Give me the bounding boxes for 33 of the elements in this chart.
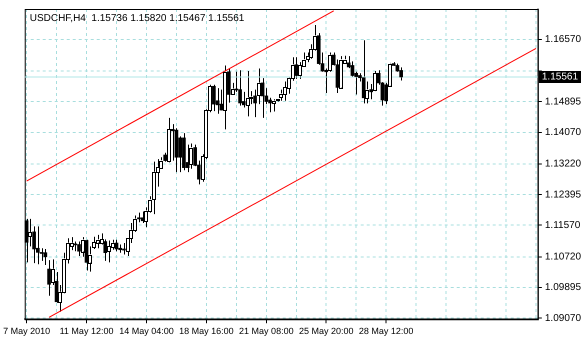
x-tick-label: 28 May 12:00: [358, 326, 414, 336]
y-tick-label: 1.10720: [544, 252, 582, 263]
candlestick: [107, 240, 111, 263]
x-tick-label: 18 May 16:00: [179, 326, 234, 336]
candlestick: [298, 62, 302, 80]
candlestick: [212, 84, 216, 112]
x-tick-label: 7 May 2010: [3, 326, 50, 336]
candlestick: [167, 117, 171, 163]
y-tick-label: 1.14895: [544, 96, 582, 108]
candlestick: [238, 70, 242, 106]
y-tick-label: 1.14070: [544, 127, 582, 138]
candlestick: [216, 88, 220, 114]
y-tick-label: 1.09895: [544, 282, 582, 294]
candlestick: [77, 241, 81, 257]
candlestick: [283, 80, 287, 102]
y-tick-label: 1.11570: [544, 220, 581, 231]
candlestick: [47, 260, 51, 296]
y-tick-label: 1.09070: [544, 312, 582, 324]
candlestick: [84, 239, 88, 272]
candlestick: [399, 66, 403, 81]
candlestick: [114, 239, 118, 252]
y-tick-label: 1.13220: [544, 158, 582, 170]
x-tick-label: 14 May 04:00: [119, 326, 174, 336]
y-tick-label: 1.16570: [544, 34, 582, 46]
candlestick: [152, 161, 156, 215]
chart-title: USDCHF,H4 1.15736 1.15820 1.15467 1.15561: [30, 12, 245, 24]
candlestick: [44, 248, 48, 266]
x-tick-label: 25 May 20:00: [298, 326, 354, 336]
ref-line-label: 1.15561: [542, 72, 578, 83]
y-tick-label: 1.12395: [544, 189, 582, 200]
candlestick: [36, 226, 40, 265]
x-tick-label: 11 May 12:00: [60, 326, 114, 336]
x-tick-label: 21 May 08:00: [239, 326, 294, 336]
